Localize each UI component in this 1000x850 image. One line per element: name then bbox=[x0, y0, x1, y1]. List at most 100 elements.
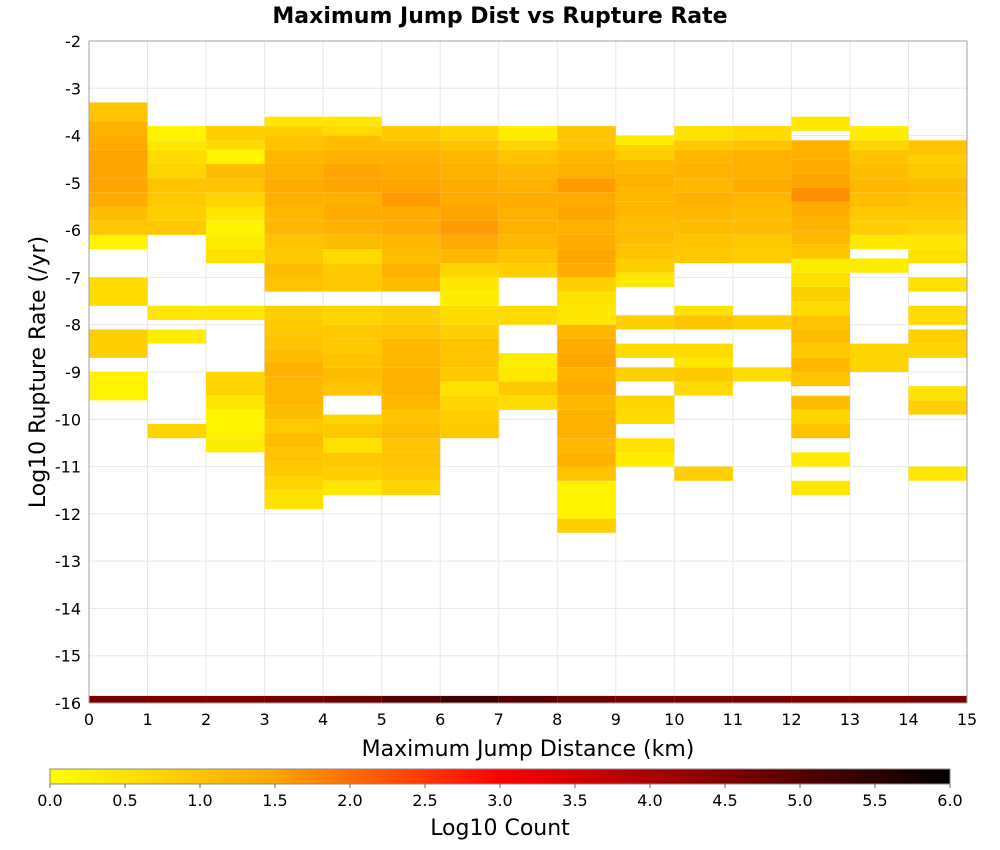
heatmap-cell bbox=[908, 163, 967, 179]
heatmap-cell bbox=[264, 319, 324, 335]
heatmap-cell bbox=[264, 348, 324, 363]
heatmap-cell bbox=[791, 159, 850, 174]
heatmap-cell bbox=[264, 206, 324, 221]
heatmap-cell bbox=[615, 315, 675, 330]
heatmap-cell bbox=[908, 154, 967, 164]
heatmap-cell bbox=[323, 263, 382, 278]
y-tick-label: -12 bbox=[55, 505, 81, 524]
x-tick-label: 4 bbox=[318, 710, 328, 729]
heatmap-cell bbox=[381, 424, 441, 439]
heatmap-cell bbox=[849, 220, 909, 235]
y-axis-label: Log10 Rupture Rate (/yr) bbox=[26, 236, 51, 508]
heatmap-cell bbox=[440, 178, 499, 193]
heatmap-cell bbox=[381, 695, 441, 703]
heatmap-cell bbox=[498, 206, 558, 221]
heatmap-cell bbox=[147, 220, 207, 235]
heatmap-cell bbox=[557, 305, 616, 325]
heatmap-cell bbox=[849, 163, 909, 179]
heatmap-cell bbox=[908, 140, 967, 155]
heatmap-cell bbox=[732, 695, 792, 703]
heatmap-cell bbox=[498, 234, 558, 250]
heatmap-cell bbox=[264, 419, 324, 434]
heatmap-cell bbox=[381, 234, 441, 250]
colorbar-tick-label: 3.5 bbox=[562, 791, 587, 810]
heatmap-cell bbox=[498, 163, 558, 179]
y-tick-label: -9 bbox=[65, 363, 81, 382]
heatmap-cell bbox=[615, 395, 675, 410]
heatmap-cell bbox=[89, 372, 148, 401]
heatmap-cell bbox=[264, 149, 324, 164]
heatmap-cell bbox=[732, 163, 792, 179]
heatmap-cell bbox=[557, 206, 616, 221]
x-tick-label: 7 bbox=[494, 710, 504, 729]
heatmap-cells bbox=[89, 102, 967, 533]
heatmap-cell bbox=[147, 178, 207, 193]
heatmap-cell bbox=[791, 173, 850, 188]
heatmap-cell bbox=[264, 277, 324, 292]
heatmap-cell bbox=[89, 192, 148, 207]
heatmap-cell bbox=[498, 220, 558, 235]
heatmap-cell bbox=[557, 140, 616, 150]
x-tick-label: 5 bbox=[377, 710, 387, 729]
heatmap-cell bbox=[381, 178, 441, 193]
heatmap-cell bbox=[381, 452, 441, 467]
chart-title: Maximum Jump Dist vs Rupture Rate bbox=[272, 4, 727, 29]
heatmap-cell bbox=[323, 438, 382, 453]
heatmap-cell bbox=[674, 206, 733, 221]
heatmap-cell bbox=[674, 367, 733, 382]
heatmap-cell bbox=[89, 135, 148, 150]
heatmap-cell bbox=[381, 381, 441, 396]
heatmap-cell bbox=[732, 220, 792, 235]
heatmap-cell bbox=[615, 187, 675, 202]
x-tick-label: 13 bbox=[840, 710, 860, 729]
heatmap-cell bbox=[498, 192, 558, 207]
x-tick-label: 9 bbox=[611, 710, 621, 729]
heatmap-cell bbox=[674, 234, 733, 250]
heatmap-cell bbox=[323, 338, 382, 354]
heatmap-cell bbox=[674, 315, 733, 330]
heatmap-cell bbox=[674, 126, 733, 141]
heatmap-cell bbox=[323, 695, 382, 703]
x-tick-label: 1 bbox=[142, 710, 152, 729]
heatmap-cell bbox=[381, 163, 441, 179]
colorbar-tick-label: 5.0 bbox=[787, 791, 812, 810]
heatmap-cell bbox=[791, 140, 850, 160]
heatmap-cell bbox=[323, 324, 382, 339]
heatmap-cell bbox=[264, 126, 324, 136]
heatmap-cell bbox=[206, 305, 265, 320]
heatmap-cell bbox=[732, 126, 792, 141]
heatmap-cell bbox=[264, 249, 324, 264]
y-axis-ticks: -2 -3 -4 -5 -6 -7 -8 -9 -10 -11 -12 -13 -14 -15 -16 bbox=[55, 32, 81, 713]
heatmap-cell bbox=[264, 178, 324, 193]
y-tick-label: -3 bbox=[65, 79, 81, 98]
x-tick-label: 11 bbox=[723, 710, 743, 729]
x-tick-label: 2 bbox=[201, 710, 211, 729]
heatmap-cell bbox=[323, 353, 382, 368]
heatmap-cell bbox=[498, 178, 558, 193]
heatmap-cell bbox=[89, 102, 148, 122]
heatmap-cell bbox=[908, 695, 967, 703]
x-tick-label: 12 bbox=[781, 710, 801, 729]
heatmap-cell bbox=[557, 409, 616, 425]
heatmap-cell bbox=[264, 461, 324, 477]
heatmap-cell bbox=[908, 329, 967, 344]
y-tick-label: -14 bbox=[55, 599, 81, 618]
heatmap-cell bbox=[849, 258, 909, 273]
heatmap-cell bbox=[791, 343, 850, 358]
heatmap-cell bbox=[615, 244, 675, 259]
heatmap-cell bbox=[147, 206, 207, 221]
heatmap-cell bbox=[908, 386, 967, 401]
heatmap-cell bbox=[323, 116, 382, 127]
heatmap-cell bbox=[323, 220, 382, 235]
heatmap-cell bbox=[674, 305, 733, 316]
heatmap-cell bbox=[89, 121, 148, 136]
heatmap-cell bbox=[557, 220, 616, 235]
heatmap-cell bbox=[89, 329, 148, 358]
heatmap-cell bbox=[264, 447, 324, 462]
y-tick-label: -7 bbox=[65, 268, 81, 287]
colorbar-ticks: 0.0 0.5 1.0 1.5 2.0 2.5 3.0 3.5 4.0 4.5 5.0 5.5 6.0 bbox=[37, 784, 963, 810]
heatmap-cell bbox=[147, 192, 207, 207]
colorbar-tick-label: 4.5 bbox=[712, 791, 737, 810]
heatmap-cell bbox=[615, 145, 675, 160]
